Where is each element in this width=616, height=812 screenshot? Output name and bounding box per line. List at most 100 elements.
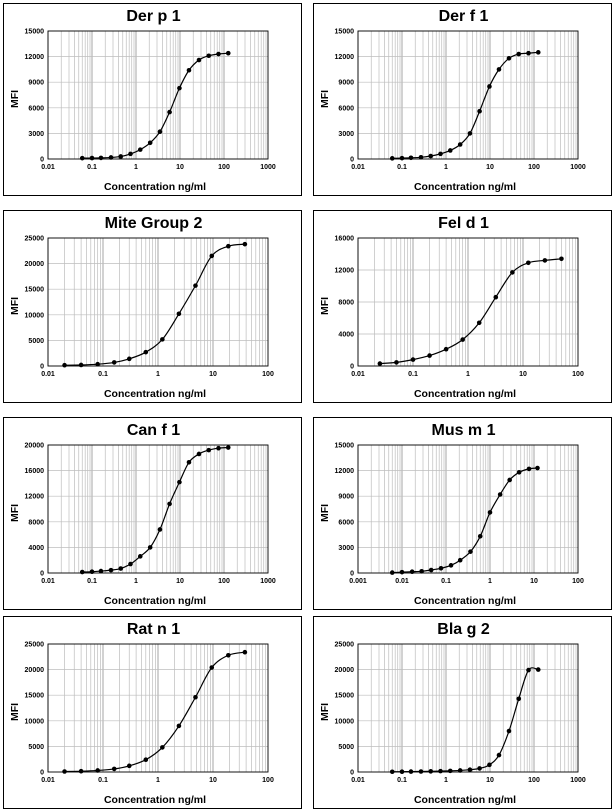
data-point [62, 362, 67, 368]
data-point [225, 50, 231, 56]
y-tick-label: 12000 [335, 468, 355, 475]
chart-title: Der f 1 [439, 8, 489, 25]
y-tick-label: 10000 [25, 718, 45, 725]
data-point [160, 337, 165, 342]
plot-area [48, 445, 268, 573]
data-point [78, 362, 84, 368]
y-tick-label: 0 [40, 157, 44, 164]
y-tick-label: 15000 [25, 287, 45, 294]
x-tick-label: 100 [528, 777, 540, 784]
y-tick-label: 0 [350, 157, 354, 164]
data-point [408, 155, 414, 161]
data-point [78, 768, 84, 774]
data-point [111, 766, 117, 772]
x-tick-label: 1 [466, 371, 470, 378]
data-point [448, 563, 454, 568]
y-tick-label: 20000 [25, 443, 45, 450]
y-tick-label: 10000 [335, 718, 355, 725]
x-axis-label: Concentration ng/ml [104, 595, 206, 607]
x-tick-label: 1000 [570, 164, 586, 171]
y-tick-label: 8000 [338, 300, 354, 307]
data-point [506, 56, 512, 61]
data-point [98, 568, 104, 574]
plot-frame [357, 643, 579, 773]
data-point [399, 155, 405, 161]
x-tick-label: 0.1 [408, 371, 418, 378]
data-point [128, 151, 133, 157]
y-axis-label: MFI [9, 297, 21, 315]
x-tick-label: 1000 [260, 578, 276, 585]
data-point [428, 153, 434, 159]
plot-area [358, 445, 578, 573]
y-tick-label: 10000 [25, 312, 45, 319]
data-point [226, 243, 231, 249]
chart-title: Mite Group 2 [105, 215, 203, 232]
x-tick-label: 1 [444, 164, 448, 171]
chart-svg: Mus m 1 0.001 0.01 0.1 1 10 100 0 3000 6000 9000 1… [319, 422, 584, 607]
x-tick-label: 10 [530, 578, 538, 585]
chart-svg: Bla g 2 0.01 0.1 1 10 100 1000050001000015000… [319, 621, 586, 806]
data-point [394, 360, 399, 365]
data-point [108, 155, 114, 160]
data-point [487, 84, 492, 89]
y-tick-label: 0 [40, 364, 44, 371]
data-point [225, 445, 231, 450]
y-tick-label: 5000 [28, 338, 44, 345]
data-point [147, 140, 153, 146]
data-point [95, 361, 100, 367]
y-tick-label: 0 [350, 571, 354, 578]
x-tick-label: 0.001 [349, 578, 367, 585]
y-tick-label: 25000 [335, 642, 355, 649]
x-tick-label: 100 [528, 164, 540, 171]
data-point [186, 67, 192, 73]
y-tick-label: 6000 [338, 105, 354, 112]
data-point [242, 649, 248, 655]
fit-curve [392, 467, 538, 574]
data-point [496, 67, 502, 72]
data-point [399, 769, 405, 774]
x-tick-label: 100 [572, 371, 584, 378]
data-point [62, 769, 67, 774]
data-point [157, 527, 163, 532]
x-tick-label: 0.01 [395, 578, 409, 585]
x-axis-label: Concentration ng/ml [414, 595, 516, 607]
x-tick-label: 0.01 [41, 578, 55, 585]
data-point [389, 570, 395, 575]
x-tick-label: 1 [134, 578, 138, 585]
data-point [447, 148, 453, 153]
y-axis-label: MFI [319, 703, 331, 721]
data-point [418, 154, 424, 160]
data-point [457, 142, 463, 147]
x-tick-label: 10 [209, 371, 217, 378]
data-point [160, 745, 165, 750]
data-point [447, 768, 453, 774]
data-point [443, 346, 449, 352]
plot-area [48, 31, 268, 159]
x-tick-label: 0.1 [397, 777, 407, 784]
x-tick-label: 0.1 [397, 164, 407, 171]
data-point [487, 762, 492, 768]
y-tick-label: 0 [40, 770, 44, 777]
chart-panel-mite-group-2: Mite Group 2 0.01 0.1 1 10 100 0 5000 10000 1500… [3, 210, 302, 403]
data-point [389, 156, 395, 161]
x-tick-label: 1 [156, 371, 160, 378]
x-tick-label: 1000 [260, 164, 276, 171]
y-tick-label: 8000 [28, 519, 44, 526]
y-tick-label: 5000 [338, 744, 354, 751]
data-point [128, 561, 133, 567]
y-tick-label: 12000 [25, 494, 45, 501]
x-tick-label: 10 [486, 164, 494, 171]
chart-title: Mus m 1 [431, 422, 495, 439]
data-point [418, 769, 424, 774]
y-tick-label: 15000 [335, 443, 355, 450]
plot-frame [357, 30, 579, 160]
data-point [89, 569, 95, 575]
x-tick-label: 1000 [570, 777, 586, 784]
data-point [526, 50, 531, 56]
data-point [507, 477, 512, 483]
x-tick-label: 0.1 [98, 371, 108, 378]
data-point [143, 757, 149, 763]
x-tick-label: 10 [176, 578, 184, 585]
chart-panel-bla-g-2: Bla g 2 0.01 0.1 1 10 100 1000 0 5000 10000 15000… [313, 616, 612, 809]
data-point [137, 147, 143, 152]
